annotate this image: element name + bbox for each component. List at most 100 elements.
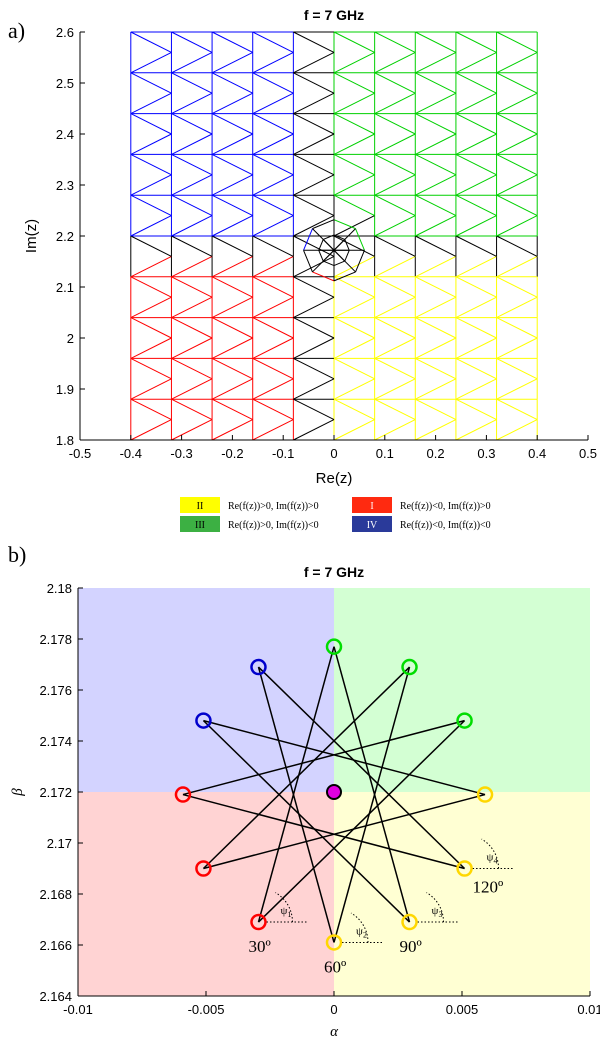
mesh-edge-diagonal (333, 194, 375, 217)
mesh-edge-diagonal (455, 419, 497, 441)
mesh-edge-diagonal (171, 337, 213, 359)
mesh-edge-diagonal (496, 235, 538, 257)
mesh-edge-diagonal (171, 276, 213, 298)
mesh-edge-diagonal (415, 133, 457, 155)
mesh-edge-diagonal (293, 133, 335, 155)
angle-symbol: ψ (432, 905, 439, 917)
mesh-edge-refined (323, 234, 335, 240)
angle-subscript: 4 (494, 857, 498, 866)
mesh-edge-diagonal (293, 398, 335, 421)
mesh-edge-diagonal (496, 133, 538, 155)
x-tick-label: 0 (330, 1002, 337, 1017)
mesh-edge-diagonal (130, 153, 172, 176)
mesh-edge-diagonal (171, 113, 213, 135)
mesh-edge-diagonal (211, 419, 253, 441)
mesh-edge-diagonal (171, 235, 213, 257)
legend-swatch-III (180, 516, 220, 532)
mesh-edge-diagonal (130, 398, 172, 421)
legend-swatch-IV (352, 516, 392, 532)
mesh-edge-diagonal (211, 215, 253, 237)
panel-a-title: f = 7 GHz (304, 7, 364, 23)
mesh-edge-diagonal (333, 398, 375, 421)
x-tick-label: -0.5 (69, 446, 91, 461)
x-tick-label: -0.005 (188, 1002, 225, 1017)
legend-key-IV: IV (367, 520, 378, 531)
mesh-edge-diagonal (374, 276, 416, 298)
x-tick-label: 0.3 (477, 446, 495, 461)
mesh-edge-diagonal (415, 113, 457, 135)
mesh-edge-diagonal (130, 215, 172, 237)
mesh-edge-diagonal (374, 174, 416, 196)
mesh-edge-diagonal (171, 133, 213, 155)
mesh-edge-diagonal (496, 194, 538, 217)
y-tick-label: 2.3 (56, 178, 74, 193)
mesh-edge-refined (333, 271, 356, 282)
mesh-edge-diagonal (130, 92, 172, 115)
mesh-edge-refined (312, 228, 335, 251)
mesh-edge-diagonal (293, 92, 335, 115)
mesh-edge-diagonal (252, 337, 294, 359)
y-tick-label: 2.174 (39, 734, 72, 749)
mesh-edge-diagonal (211, 235, 253, 257)
mesh-edge-refined (312, 219, 335, 230)
x-tick-label: -0.2 (221, 446, 243, 461)
mesh-edge-diagonal (130, 31, 172, 53)
mesh-edge-diagonal (374, 398, 416, 421)
mesh-edge-diagonal (496, 51, 538, 74)
y-tick-label: 1.8 (56, 433, 74, 448)
legend-swatch-II (180, 497, 220, 513)
mesh-edge-diagonal (171, 194, 213, 217)
mesh-edge-diagonal (333, 153, 375, 176)
mesh-edge-diagonal (333, 113, 375, 135)
panel-a-ylabel: Im(z) (23, 219, 40, 253)
mesh-edge-diagonal (252, 276, 294, 298)
mesh-edge-diagonal (496, 153, 538, 176)
mesh-edge-diagonal (293, 174, 335, 196)
mesh-edge-diagonal (130, 337, 172, 359)
y-tick-label: 2.17 (47, 836, 72, 851)
mesh-edge-diagonal (333, 276, 375, 298)
mesh-edge-diagonal (252, 194, 294, 217)
mesh-edge-diagonal (415, 357, 457, 380)
point-marker (195, 712, 212, 729)
quadrant-II-bg (334, 792, 590, 996)
mesh-edge-diagonal (211, 194, 253, 217)
mesh-edge-diagonal (130, 133, 172, 155)
mesh-edge-diagonal (333, 317, 375, 339)
mesh-edge-diagonal (130, 317, 172, 339)
mesh-edge-diagonal (496, 31, 538, 53)
angle-label: 90º (400, 937, 422, 956)
x-tick-label: -0.1 (272, 446, 294, 461)
mesh-edge-diagonal (171, 72, 213, 94)
angle-subscript: 2 (363, 930, 367, 939)
mesh-edge-diagonal (293, 235, 335, 257)
panel-a-xlabel: Re(z) (316, 470, 353, 487)
mesh-edge-diagonal (496, 276, 538, 298)
mesh-edge-diagonal (130, 174, 172, 196)
mesh-edge-diagonal (415, 398, 457, 421)
mesh-edge-diagonal (374, 419, 416, 441)
point-marker (250, 658, 267, 676)
star-edge (257, 646, 335, 923)
point-marker (325, 638, 343, 655)
panel-b-x-ticks: -0.01 -0.005 0 0.005 0.01 (63, 991, 600, 1017)
x-tick-label: 0.005 (446, 1002, 479, 1017)
mesh-edge-diagonal (374, 296, 416, 319)
mesh-edge-diagonal (455, 133, 497, 155)
mesh-edge-diagonal (171, 296, 213, 319)
mesh-edge-diagonal (455, 398, 497, 421)
y-tick-label: 2.172 (39, 785, 72, 800)
angle-arc (426, 892, 445, 923)
mesh-edge-refined (333, 234, 345, 240)
quadrant-I-bg (78, 792, 334, 996)
mesh-edge-diagonal (211, 133, 253, 155)
mesh-edge-diagonal (415, 31, 457, 53)
mesh-edge-diagonal (496, 357, 538, 380)
legend-key-I: I (370, 501, 373, 512)
mesh-edge-diagonal (171, 419, 213, 441)
mesh-edge-diagonal (415, 378, 457, 400)
mesh-edge-diagonal (252, 51, 294, 74)
panel-b-y-ticks: 2.164 2.166 2.168 2.17 2.172 2.174 2.176 2.178 2… (39, 581, 83, 1004)
mesh-edge-diagonal (252, 317, 294, 339)
mesh-edge-diagonal (455, 378, 497, 400)
